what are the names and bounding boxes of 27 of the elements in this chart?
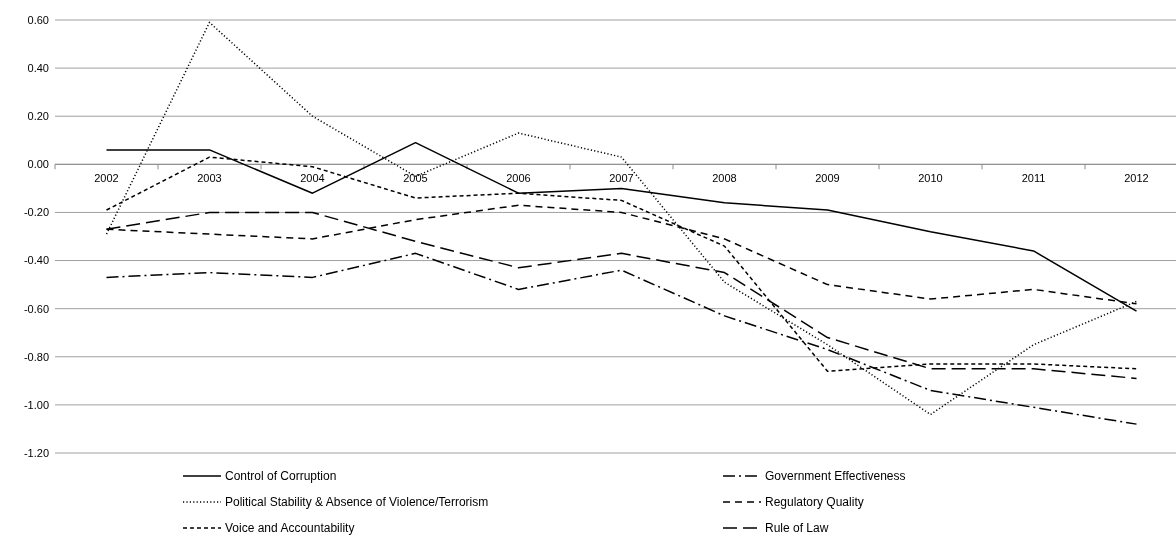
x-tick-label: 2010 [918, 172, 943, 185]
legend-label: Regulatory Quality [765, 495, 864, 510]
x-tick-label: 2005 [403, 172, 428, 185]
y-tick-label: 0.60 [27, 13, 49, 26]
legend-label: Political Stability & Absence of Violence/Terrorism [225, 495, 489, 510]
y-tick-label: -1.00 [23, 398, 49, 411]
x-tick-label: 2002 [94, 172, 119, 185]
x-tick-label: 2011 [1021, 172, 1046, 185]
x-tick-label: 2004 [300, 172, 325, 185]
x-tick-label: 2008 [712, 172, 737, 185]
legend-label: Control of Corruption [225, 469, 337, 484]
legend-label: Voice and Accountability [225, 521, 355, 536]
x-tick-label: 2003 [197, 172, 222, 185]
y-tick-label: 0.00 [27, 158, 49, 171]
legend-label: Rule of Law [765, 521, 829, 536]
x-tick-label: 2006 [506, 172, 531, 185]
y-tick-label: -0.80 [23, 350, 49, 363]
y-tick-label: 0.20 [27, 110, 49, 123]
y-tick-label: -0.20 [23, 206, 49, 219]
y-tick-label: -1.20 [23, 446, 49, 459]
legend-label: Government Effectiveness [765, 469, 906, 484]
y-tick-label: -0.40 [23, 254, 49, 267]
y-tick-label: -0.60 [23, 302, 49, 315]
x-tick-label: 2012 [1124, 172, 1149, 185]
x-tick-label: 2009 [815, 172, 840, 185]
x-tick-label: 2007 [609, 172, 634, 185]
y-tick-label: 0.40 [27, 61, 49, 74]
